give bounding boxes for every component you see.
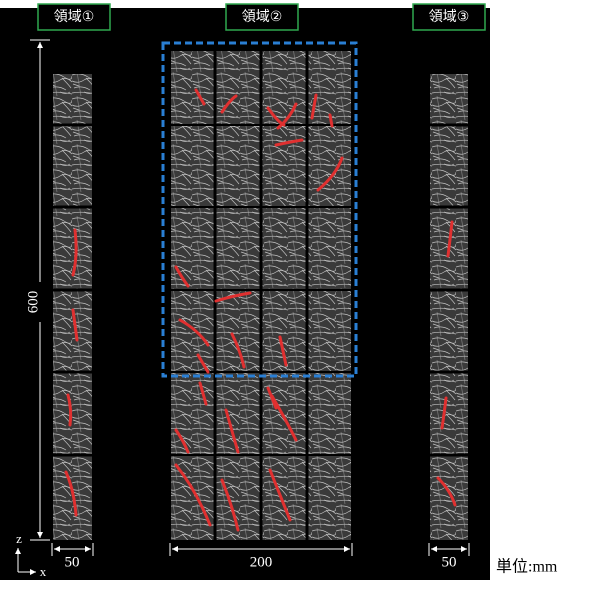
unit-label: 単位:mm [496,558,558,576]
height-dimension: 600 [25,291,41,314]
axis-z: z [16,531,22,546]
region-labels: 領域① 領域② 領域③ [38,4,485,30]
width-dimension: 200 [250,554,273,570]
width-dimension: 50 [442,554,457,570]
figure: 領域① 領域② 領域③ 600 50 200 50 z x 単位:mm [0,0,596,591]
left-column [52,73,93,541]
region-label: 領域① [54,8,95,25]
axis-x: x [40,564,47,579]
width-dimension: 50 [65,554,80,570]
region-label: 領域② [242,8,283,25]
region-label: 領域③ [429,8,470,25]
right-column [429,73,469,541]
